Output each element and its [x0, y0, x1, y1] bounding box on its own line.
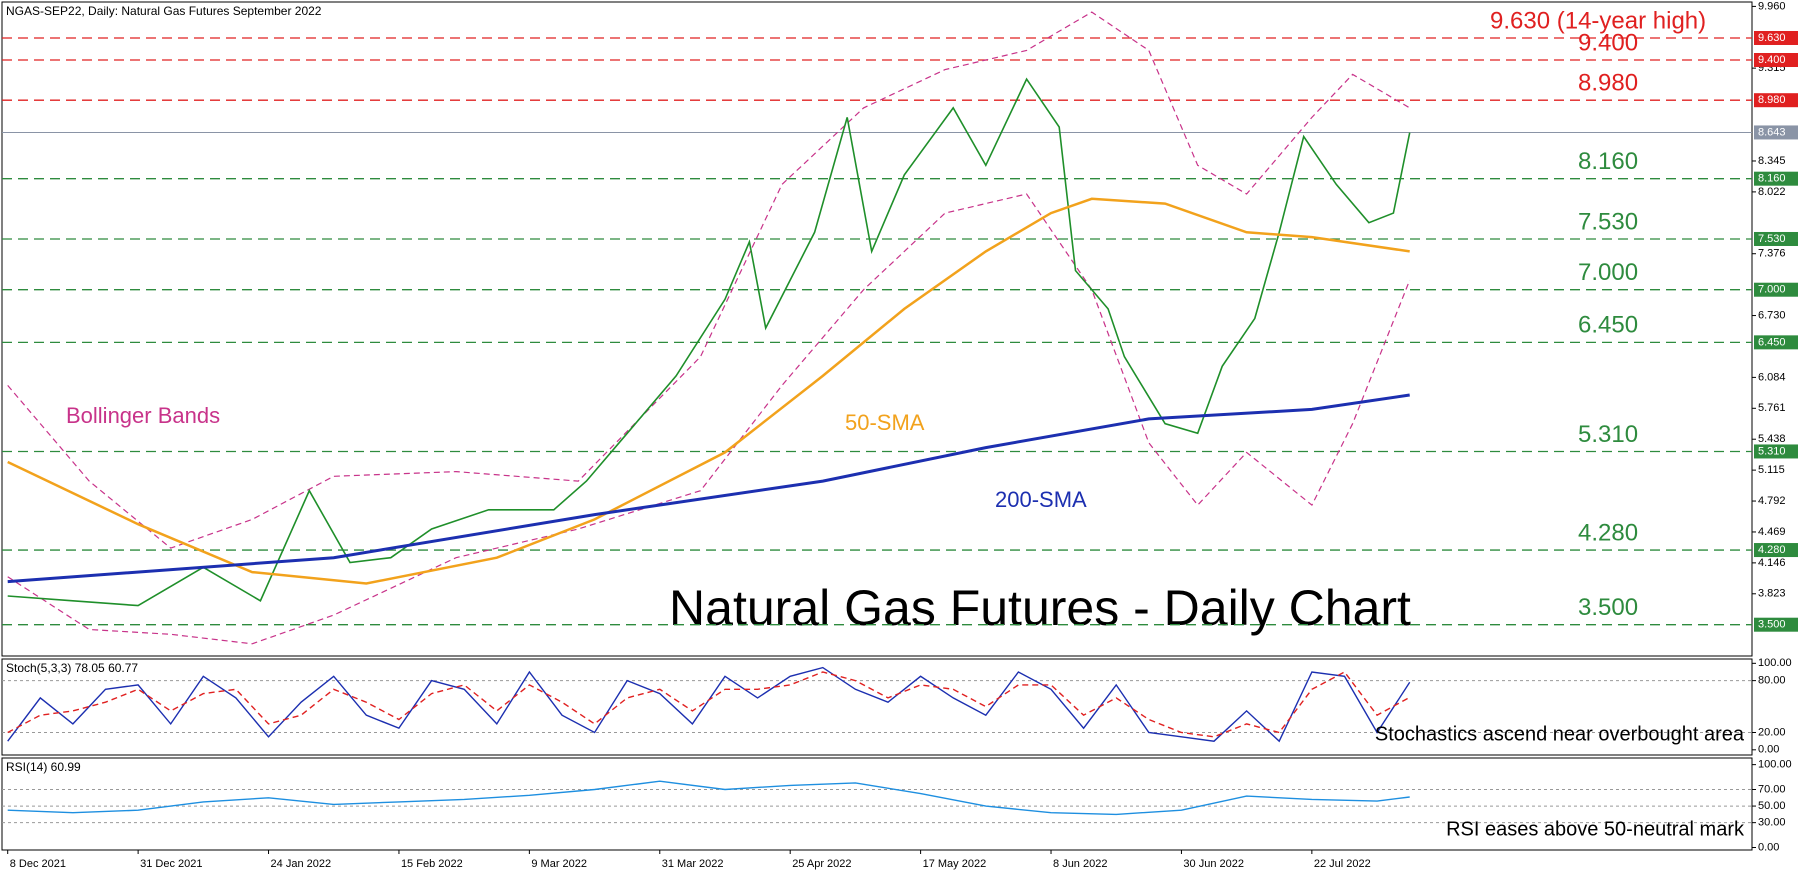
panel-frame	[1, 1, 1753, 657]
panel-title: Stoch(5,3,3) 78.05 60.77	[6, 661, 138, 675]
level-note: 8.980	[1578, 70, 1638, 97]
level-box-label: 8.980	[1758, 94, 1786, 106]
level-note: 8.160	[1578, 148, 1638, 175]
bollinger-lower	[7, 193, 1411, 645]
price-line	[7, 77, 1411, 607]
level-note: 3.500	[1578, 594, 1638, 621]
sma-line	[7, 393, 1410, 584]
y-tick-label: 5.438	[1758, 433, 1786, 445]
y-tick-label: 0.00	[1758, 841, 1779, 853]
level-box-label: 6.450	[1758, 336, 1786, 348]
indicator-line	[7, 780, 1410, 816]
level-note: 7.530	[1578, 208, 1638, 235]
panel-note: RSI eases above 50-neutral mark	[1446, 818, 1745, 840]
y-tick-label: 4.792	[1758, 495, 1786, 507]
level-note: 9.630 (14-year high)	[1490, 7, 1706, 34]
y-tick-label: 4.146	[1758, 557, 1786, 569]
x-tick-label: 31 Dec 2021	[140, 858, 202, 870]
panel-frame	[1, 658, 1753, 756]
x-tick-label: 8 Jun 2022	[1053, 858, 1107, 870]
panel-title: RSI(14) 60.99	[6, 760, 81, 774]
y-tick-label: 80.00	[1758, 675, 1786, 687]
x-tick-label: 24 Jan 2022	[271, 858, 332, 870]
level-box	[1754, 30, 1798, 45]
y-tick-label: 30.00	[1758, 817, 1786, 829]
y-tick-label: 6.730	[1758, 309, 1786, 321]
bollinger-label: Bollinger Bands	[66, 403, 220, 428]
level-box-label: 7.530	[1758, 233, 1786, 245]
level-box-label: 9.400	[1758, 54, 1786, 66]
y-tick-label: 20.00	[1758, 726, 1786, 738]
level-box	[1754, 282, 1798, 297]
chart-title: Natural Gas Futures - Daily Chart	[669, 580, 1411, 636]
y-tick-label: 3.823	[1758, 588, 1786, 600]
y-tick-label: 100.00	[1758, 759, 1792, 771]
series-label: 50-SMA	[845, 410, 925, 435]
level-box	[1754, 93, 1798, 108]
x-tick-label: 15 Feb 2022	[401, 858, 463, 870]
bollinger-upper	[7, 11, 1411, 549]
level-box	[1754, 335, 1798, 350]
y-tick-label: 4.469	[1758, 526, 1786, 538]
y-tick-label: 70.00	[1758, 783, 1786, 795]
level-box	[1754, 171, 1798, 186]
y-tick-label: 5.115	[1758, 464, 1785, 476]
level-box	[1754, 231, 1798, 246]
level-box-label: 7.000	[1758, 284, 1786, 296]
level-note: 5.310	[1578, 421, 1638, 448]
level-box	[1754, 617, 1798, 632]
x-tick-label: 30 Jun 2022	[1183, 858, 1244, 870]
y-tick-label: 50.00	[1758, 800, 1786, 812]
level-box-label: 8.160	[1758, 173, 1786, 185]
level-box-label: 4.280	[1758, 544, 1786, 556]
level-box-label: 5.310	[1758, 445, 1786, 457]
x-tick-label: 25 Apr 2022	[792, 858, 851, 870]
level-box-label: 3.500	[1758, 619, 1786, 631]
y-tick-label: 0.00	[1758, 744, 1779, 756]
y-tick-label: 6.084	[1758, 371, 1786, 383]
chart-subtitle: NGAS-SEP22, Daily: Natural Gas Futures S…	[6, 4, 322, 18]
x-tick-label: 17 May 2022	[923, 858, 987, 870]
level-note: 7.000	[1578, 259, 1638, 286]
current-price-box	[1754, 125, 1798, 140]
series-label: 200-SMA	[995, 487, 1087, 512]
panel-note: Stochastics ascend near overbought area	[1375, 723, 1745, 745]
level-box	[1754, 444, 1798, 459]
level-note: 6.450	[1578, 312, 1638, 339]
panel-frame	[1, 757, 1753, 851]
x-tick-label: 31 Mar 2022	[662, 858, 724, 870]
x-tick-label: 8 Dec 2021	[10, 858, 66, 870]
y-tick-label: 8.022	[1758, 186, 1786, 198]
y-tick-label: 5.761	[1758, 402, 1786, 414]
y-tick-label: 9.960	[1758, 0, 1786, 12]
y-tick-label: 8.345	[1758, 155, 1786, 167]
y-tick-label: 7.376	[1758, 248, 1786, 260]
level-note: 4.280	[1578, 519, 1638, 546]
x-tick-label: 9 Mar 2022	[531, 858, 587, 870]
level-box	[1754, 543, 1798, 558]
x-tick-label: 22 Jul 2022	[1314, 858, 1371, 870]
level-note: 9.400	[1578, 29, 1638, 56]
level-box	[1754, 53, 1798, 68]
current-price-label: 8.643	[1758, 126, 1786, 138]
sma-line	[7, 197, 1410, 585]
y-tick-label: 100.00	[1758, 657, 1792, 669]
indicator-line	[7, 671, 1411, 738]
level-box-label: 9.630	[1758, 32, 1786, 44]
